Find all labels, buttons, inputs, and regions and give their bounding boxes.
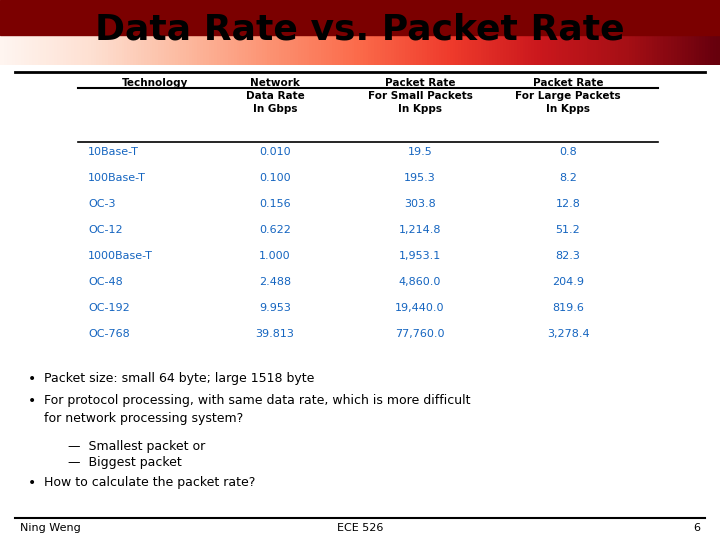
Text: •: • [28,476,36,490]
Text: 19,440.0: 19,440.0 [395,303,445,313]
Text: OC-48: OC-48 [88,277,122,287]
Text: Ning Weng: Ning Weng [20,523,81,533]
Text: —  Smallest packet or: — Smallest packet or [68,440,205,453]
Text: OC-12: OC-12 [88,225,122,235]
Text: 0.622: 0.622 [259,225,291,235]
Text: 9.953: 9.953 [259,303,291,313]
Text: 303.8: 303.8 [404,199,436,209]
Text: 1.000: 1.000 [259,251,291,261]
Text: 1,953.1: 1,953.1 [399,251,441,261]
Text: 195.3: 195.3 [404,173,436,183]
Text: 12.8: 12.8 [556,199,580,209]
Text: 39.813: 39.813 [256,329,294,339]
Text: 10Base-T: 10Base-T [88,147,139,157]
Text: 0.010: 0.010 [259,147,291,157]
Text: For protocol processing, with same data rate, which is more difficult
for networ: For protocol processing, with same data … [44,394,470,425]
Text: 1,214.8: 1,214.8 [399,225,441,235]
Text: 8.2: 8.2 [559,173,577,183]
Text: 204.9: 204.9 [552,277,584,287]
Text: •: • [28,372,36,386]
Text: 1000Base-T: 1000Base-T [88,251,153,261]
Text: 100Base-T: 100Base-T [88,173,146,183]
Text: 51.2: 51.2 [556,225,580,235]
Text: OC-192: OC-192 [88,303,130,313]
Text: 6: 6 [693,523,700,533]
Text: 2.488: 2.488 [259,277,291,287]
Text: 0.100: 0.100 [259,173,291,183]
Text: 77,760.0: 77,760.0 [395,329,445,339]
Text: Packet Rate
For Large Packets
In Kpps: Packet Rate For Large Packets In Kpps [516,78,621,114]
Text: How to calculate the packet rate?: How to calculate the packet rate? [44,476,256,489]
Text: 3,278.4: 3,278.4 [546,329,589,339]
Text: 0.8: 0.8 [559,147,577,157]
Text: OC-3: OC-3 [88,199,115,209]
Text: Technology: Technology [122,78,188,88]
Text: 82.3: 82.3 [556,251,580,261]
Text: Packet size: small 64 byte; large 1518 byte: Packet size: small 64 byte; large 1518 b… [44,372,315,385]
Text: 819.6: 819.6 [552,303,584,313]
Text: OC-768: OC-768 [88,329,130,339]
Bar [0,0,720,35]
Text: 4,860.0: 4,860.0 [399,277,441,287]
Text: —  Biggest packet: — Biggest packet [68,456,181,469]
Text: Data Rate vs. Packet Rate: Data Rate vs. Packet Rate [95,13,625,47]
Text: ECE 526: ECE 526 [337,523,383,533]
Text: Network
Data Rate
In Gbps: Network Data Rate In Gbps [246,78,305,114]
Text: •: • [28,394,36,408]
Text: 19.5: 19.5 [408,147,433,157]
Text: 0.156: 0.156 [259,199,291,209]
Text: Packet Rate
For Small Packets
In Kpps: Packet Rate For Small Packets In Kpps [368,78,472,114]
